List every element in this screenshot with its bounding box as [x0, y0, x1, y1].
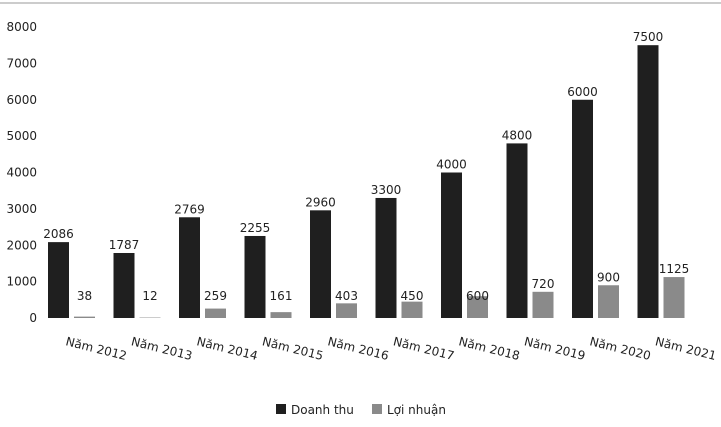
data-label-doanh-thu: 7500: [633, 30, 664, 44]
data-label-doanh-thu: 2255: [240, 221, 271, 235]
data-label-doanh-thu: 4000: [436, 158, 467, 172]
bar-doanh-thu: [48, 242, 69, 318]
x-tick-label: Năm 2021: [654, 334, 718, 363]
x-tick-label: Năm 2012: [64, 334, 128, 363]
bar-doanh-thu: [441, 172, 462, 318]
y-axis: 0 1000 2000 3000 4000 5000 6000 7000 8000: [6, 20, 37, 325]
bar-doanh-thu: [310, 210, 331, 318]
data-label-doanh-thu: 1787: [109, 238, 140, 252]
legend-swatch-doanh-thu: [276, 404, 286, 414]
data-label-loi-nhuan: 38: [77, 289, 92, 303]
bar-loi-nhuan: [270, 312, 292, 318]
x-tick-label: Năm 2019: [523, 334, 587, 363]
bars-group: [48, 45, 685, 318]
data-label-loi-nhuan: 1125: [659, 262, 690, 276]
y-tick-label: 2000: [6, 238, 37, 252]
bar-doanh-thu: [113, 252, 135, 318]
bar-doanh-thu: [572, 99, 593, 318]
x-tick-label: Năm 2020: [588, 334, 652, 363]
bar-loi-nhuan: [401, 301, 423, 318]
bar-loi-nhuan: [532, 291, 554, 318]
data-label-doanh-thu: 3300: [371, 183, 402, 197]
bar-loi-nhuan: [74, 316, 95, 318]
data-label-loi-nhuan: 161: [270, 289, 293, 303]
y-tick-label: 7000: [6, 56, 37, 70]
y-tick-label: 1000: [6, 275, 37, 289]
data-label-loi-nhuan: 12: [142, 289, 157, 303]
x-tick-label: Năm 2014: [195, 334, 259, 363]
bar-doanh-thu: [179, 217, 200, 318]
bar-doanh-thu: [244, 235, 266, 318]
legend-label-loi-nhuan: Lợi nhuận: [387, 403, 446, 417]
bar-doanh-thu: [506, 143, 528, 318]
bar-loi-nhuan: [598, 285, 619, 318]
y-tick-label: 8000: [6, 20, 37, 34]
x-tick-label: Năm 2015: [261, 334, 325, 363]
y-tick-label: 6000: [6, 93, 37, 107]
data-label-doanh-thu: 2960: [305, 195, 336, 209]
data-label-loi-nhuan: 450: [401, 289, 424, 303]
data-labels-group: 2086 38 1787 12 2769 259 2255 161 2960 403 3300 450…: [43, 30, 689, 303]
legend-swatch-loi-nhuan: [372, 404, 382, 414]
x-tick-label: Năm 2017: [392, 334, 456, 363]
data-label-loi-nhuan: 259: [204, 289, 227, 303]
bar-doanh-thu: [637, 45, 659, 318]
y-tick-label: 0: [29, 311, 37, 325]
data-label-doanh-thu: 2769: [174, 202, 205, 216]
x-tick-label: Năm 2013: [130, 334, 194, 363]
data-label-loi-nhuan: 403: [335, 289, 358, 303]
x-axis-labels: Năm 2012 Năm 2013 Năm 2014 Năm 2015 Năm 2016…: [64, 334, 717, 363]
y-tick-label: 3000: [6, 202, 37, 216]
data-label-loi-nhuan: 720: [532, 277, 555, 291]
x-tick-label: Năm 2018: [457, 334, 521, 363]
legend-label-doanh-thu: Doanh thu: [291, 403, 354, 417]
data-label-loi-nhuan: 600: [466, 289, 489, 303]
bar-loi-nhuan: [467, 296, 488, 318]
bar-loi-nhuan: [205, 308, 226, 318]
y-tick-label: 4000: [6, 166, 37, 180]
data-label-doanh-thu: 4800: [502, 128, 533, 142]
bar-loi-nhuan: [663, 277, 685, 318]
data-label-loi-nhuan: 900: [597, 270, 620, 284]
data-label-doanh-thu: 6000: [567, 85, 598, 99]
bar-loi-nhuan: [336, 303, 357, 318]
x-tick-label: Năm 2016: [326, 334, 390, 363]
legend: Doanh thu Lợi nhuận: [276, 403, 446, 417]
bar-doanh-thu: [375, 197, 397, 318]
data-label-doanh-thu: 2086: [43, 227, 74, 241]
y-tick-label: 5000: [6, 129, 37, 143]
